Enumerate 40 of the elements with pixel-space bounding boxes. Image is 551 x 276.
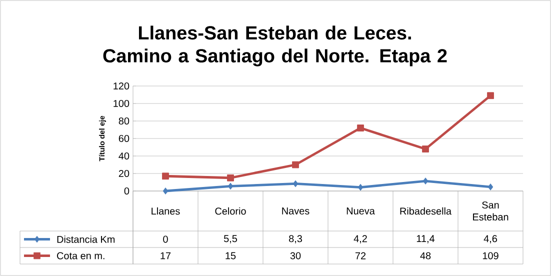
data-label: 17 [160,252,171,260]
point [358,184,364,191]
point [422,146,429,152]
data-label: 72 [355,252,366,260]
data-label: 30 [290,252,301,260]
legend-label: Distancia Km [57,236,115,243]
data-label: 5,5 [224,235,238,244]
data-label: 4,2 [354,235,367,244]
x-tick-label: Celorio [215,207,246,215]
y-tick-label: 0 [124,187,130,195]
x-tick-label: San Esteban [473,202,508,220]
point [488,184,494,190]
data-label: 15 [226,252,236,260]
point [487,92,494,100]
point [292,161,299,168]
data-label: 11,4 [416,235,435,244]
point [227,174,234,182]
x-tick-label: Nueva [346,208,375,214]
y-tick-label: 60 [118,134,130,142]
y-tick-label: 20 [118,170,130,178]
point [162,188,168,194]
point [228,182,234,190]
y-tick-label: 40 [118,152,130,160]
data-label: 48 [420,252,431,260]
x-tick-label: Naves [282,208,310,214]
point [422,178,428,184]
data-label: 0 [163,236,168,243]
point [162,172,169,180]
y-tick-label: 80 [118,117,130,125]
y-tick-label: 100 [114,100,130,108]
data-label: 4,6 [484,235,497,244]
chart-title: Llanes-San Esteban de Leces. Camino a Santiago del Norte. Etapa 2 [103,26,447,66]
x-tick-label: Ribadesella [400,207,452,215]
data-label: 109 [482,252,498,260]
legend-label: Cota en m. [57,252,104,260]
data-label: 8,3 [289,235,302,244]
point [357,124,364,132]
x-tick-label: Llanes [152,207,180,215]
y-tick-label: 120 [114,82,130,90]
point [292,180,298,188]
